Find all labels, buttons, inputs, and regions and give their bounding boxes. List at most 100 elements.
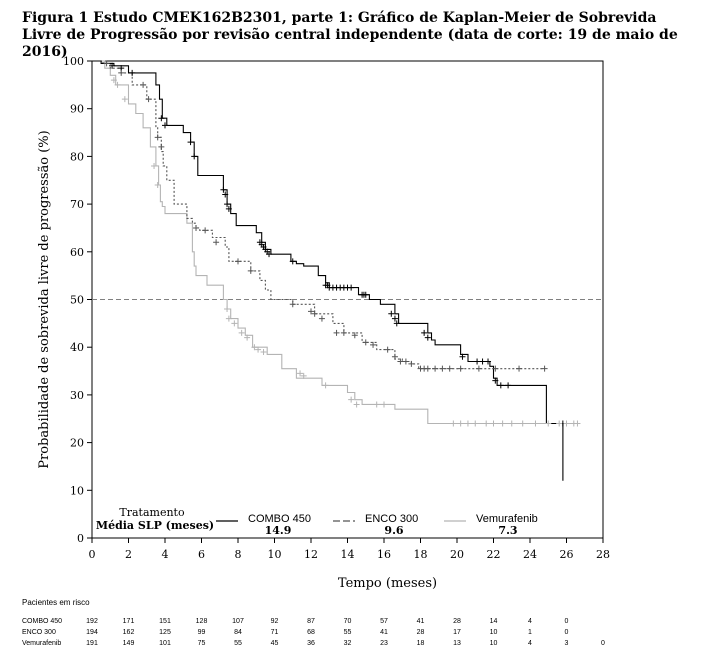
risk-count: 55 — [344, 629, 352, 636]
censor-mark-vemurafenib — [260, 348, 267, 355]
legend-median-combo-450: 14.9 — [265, 524, 292, 537]
censor-mark-vemurafenib — [348, 396, 355, 403]
censor-mark-vemurafenib — [450, 420, 457, 427]
censor-mark-combo-450 — [393, 320, 400, 327]
censor-mark-combo-450 — [348, 284, 355, 291]
censor-mark-enco-300 — [424, 365, 431, 372]
risk-count: 4 — [528, 640, 532, 647]
risk-count: 57 — [380, 618, 388, 625]
censor-mark-vemurafenib — [154, 182, 161, 189]
risk-count: 41 — [380, 629, 388, 636]
censor-mark-vemurafenib — [114, 81, 121, 88]
censor-mark-combo-450 — [191, 153, 198, 160]
risk-count: 0 — [565, 618, 569, 625]
x-tick-label: 24 — [523, 548, 537, 561]
risk-count: 0 — [601, 640, 605, 647]
km-curve-combo-450 — [92, 60, 564, 481]
censor-mark-vemurafenib — [490, 420, 497, 427]
risk-count: 75 — [198, 640, 206, 647]
censor-mark-combo-450 — [225, 205, 232, 212]
censor-mark-enco-300 — [370, 341, 377, 348]
risk-count: 23 — [380, 640, 388, 647]
risk-row-label-vemurafenib: Vemurafenib — [22, 640, 61, 647]
risk-count: 28 — [417, 629, 425, 636]
x-tick-label: 6 — [198, 548, 205, 561]
censor-mark-vemurafenib — [224, 306, 231, 313]
censor-mark-enco-300 — [402, 358, 409, 365]
risk-row-label-enco-300: ENCO 300 — [22, 629, 56, 636]
censor-mark-combo-450 — [162, 122, 168, 129]
censor-mark-combo-450 — [222, 191, 229, 198]
risk-table-title: Pacientes em risco — [22, 598, 90, 607]
censor-mark-enco-300 — [351, 332, 358, 339]
y-tick-label: 60 — [70, 246, 84, 259]
y-tick-label: 100 — [63, 55, 84, 68]
y-tick-label: 20 — [70, 437, 84, 450]
risk-count: 68 — [307, 629, 315, 636]
censor-mark-vemurafenib — [499, 420, 506, 427]
risk-count: 192 — [86, 618, 98, 625]
censor-mark-vemurafenib — [322, 382, 329, 389]
x-tick-label: 26 — [560, 548, 574, 561]
figure-title: Figura 1 Estudo CMEK162B2301, parte 1: G… — [22, 10, 678, 60]
censor-mark-enco-300 — [397, 358, 404, 365]
risk-count: 3 — [565, 640, 569, 647]
risk-count: 92 — [271, 618, 279, 625]
censor-mark-enco-300 — [213, 239, 220, 246]
risk-count: 1 — [528, 629, 532, 636]
censor-mark-vemurafenib — [457, 420, 464, 427]
risk-count: 45 — [271, 640, 279, 647]
risk-count: 55 — [234, 640, 242, 647]
risk-count: 101 — [159, 640, 171, 647]
risk-count: 36 — [307, 640, 315, 647]
censor-mark-enco-300 — [340, 329, 347, 336]
risk-count: 125 — [159, 629, 171, 636]
x-tick-label: 2 — [125, 548, 132, 561]
censor-mark-enco-300 — [118, 69, 125, 76]
censor-mark-vemurafenib — [238, 329, 245, 336]
censor-mark-vemurafenib — [508, 420, 515, 427]
risk-count: 71 — [271, 629, 279, 636]
censor-mark-combo-450 — [266, 251, 273, 258]
legend-label-enco-300: ENCO 300 — [365, 513, 418, 525]
risk-count: 4 — [528, 618, 532, 625]
censor-mark-vemurafenib — [532, 420, 539, 427]
x-tick-label: 20 — [450, 548, 464, 561]
y-tick-label: 50 — [70, 294, 84, 307]
x-axis-title: Tempo (meses) — [338, 576, 437, 591]
risk-count: 18 — [417, 640, 425, 647]
risk-count: 84 — [234, 629, 242, 636]
censor-mark-combo-450 — [289, 258, 296, 265]
censor-mark-combo-450 — [187, 139, 194, 146]
censor-mark-combo-450 — [479, 358, 486, 365]
km-curve-enco-300 — [92, 60, 545, 370]
censor-mark-combo-450 — [424, 334, 431, 341]
censor-mark-enco-300 — [193, 224, 200, 231]
censor-mark-combo-450 — [129, 69, 136, 76]
censor-mark-enco-300 — [446, 365, 453, 372]
censor-mark-combo-450 — [474, 358, 481, 365]
x-tick-label: 0 — [89, 548, 96, 561]
censor-mark-enco-300 — [289, 301, 296, 308]
risk-count: 10 — [490, 640, 498, 647]
censor-mark-vemurafenib — [472, 420, 479, 427]
x-tick-label: 12 — [304, 548, 318, 561]
censor-mark-vemurafenib — [110, 77, 117, 84]
censor-mark-vemurafenib — [121, 96, 128, 103]
censor-mark-combo-450 — [485, 358, 492, 365]
risk-row-label-combo-450: COMBO 450 — [22, 618, 62, 625]
risk-count: 162 — [123, 629, 135, 636]
censor-mark-vemurafenib — [545, 420, 552, 427]
y-tick-label: 90 — [70, 103, 84, 116]
risk-count: 17 — [453, 629, 461, 636]
risk-count: 191 — [86, 640, 98, 647]
legend-median-enco-300: 9.6 — [384, 524, 403, 537]
censor-mark-combo-450 — [421, 329, 428, 336]
risk-count: 149 — [123, 640, 135, 647]
y-tick-label: 80 — [70, 150, 84, 163]
risk-count: 151 — [159, 618, 171, 625]
censor-mark-combo-450 — [459, 353, 466, 360]
censor-mark-enco-300 — [439, 365, 446, 372]
censor-mark-combo-450 — [505, 382, 512, 389]
